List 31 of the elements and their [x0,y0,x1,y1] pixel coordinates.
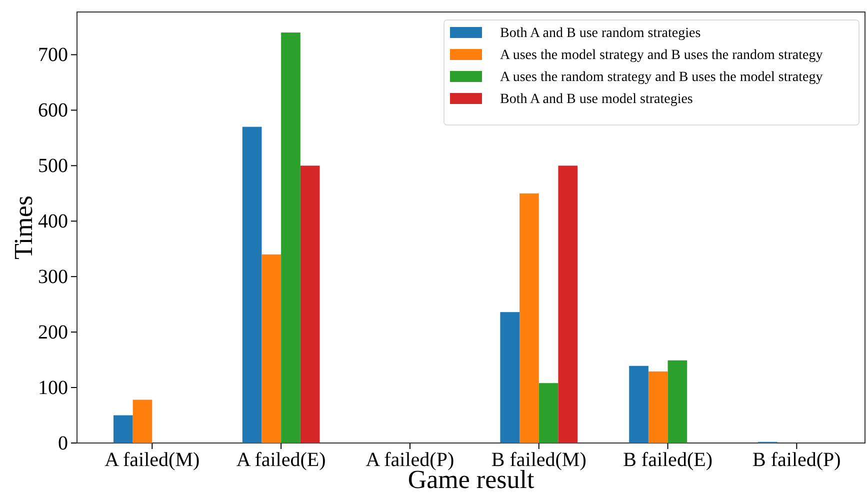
legend-label: Both A and B use random strategies [500,26,701,41]
bar [500,312,520,443]
bar [281,32,300,443]
y-axis-title: Times [9,195,38,260]
legend-label: Both A and B use model strategies [500,92,693,107]
bar [132,400,152,443]
y-tick-label: 700 [38,44,68,66]
y-tick-label: 500 [38,155,68,178]
x-tick-label: A failed(M) [104,449,200,472]
x-tick-label: A failed(E) [236,449,326,472]
y-tick-label: 100 [38,376,68,399]
bar [629,366,648,443]
legend-label: A uses the random strategy and B uses the model strategy [500,70,823,85]
y-tick-label: 400 [38,210,68,233]
y-tick-label: 300 [38,266,68,288]
x-tick-label: B failed(M) [491,449,586,472]
bar [668,360,688,443]
bar [113,415,133,443]
bar [520,193,539,443]
y-tick-label: 600 [38,100,68,122]
bar [300,166,320,443]
bar [538,383,558,443]
x-tick-label: B failed(E) [623,449,712,472]
y-tick-label: 200 [38,321,68,344]
bar [262,254,282,443]
y-tick-label: 0 [58,432,68,454]
bar [558,166,578,443]
bar [648,371,668,443]
legend-label: A uses the model strategy and B uses the random strategy [500,48,823,63]
bar [242,126,262,443]
x-tick-label: B failed(P) [752,449,841,472]
